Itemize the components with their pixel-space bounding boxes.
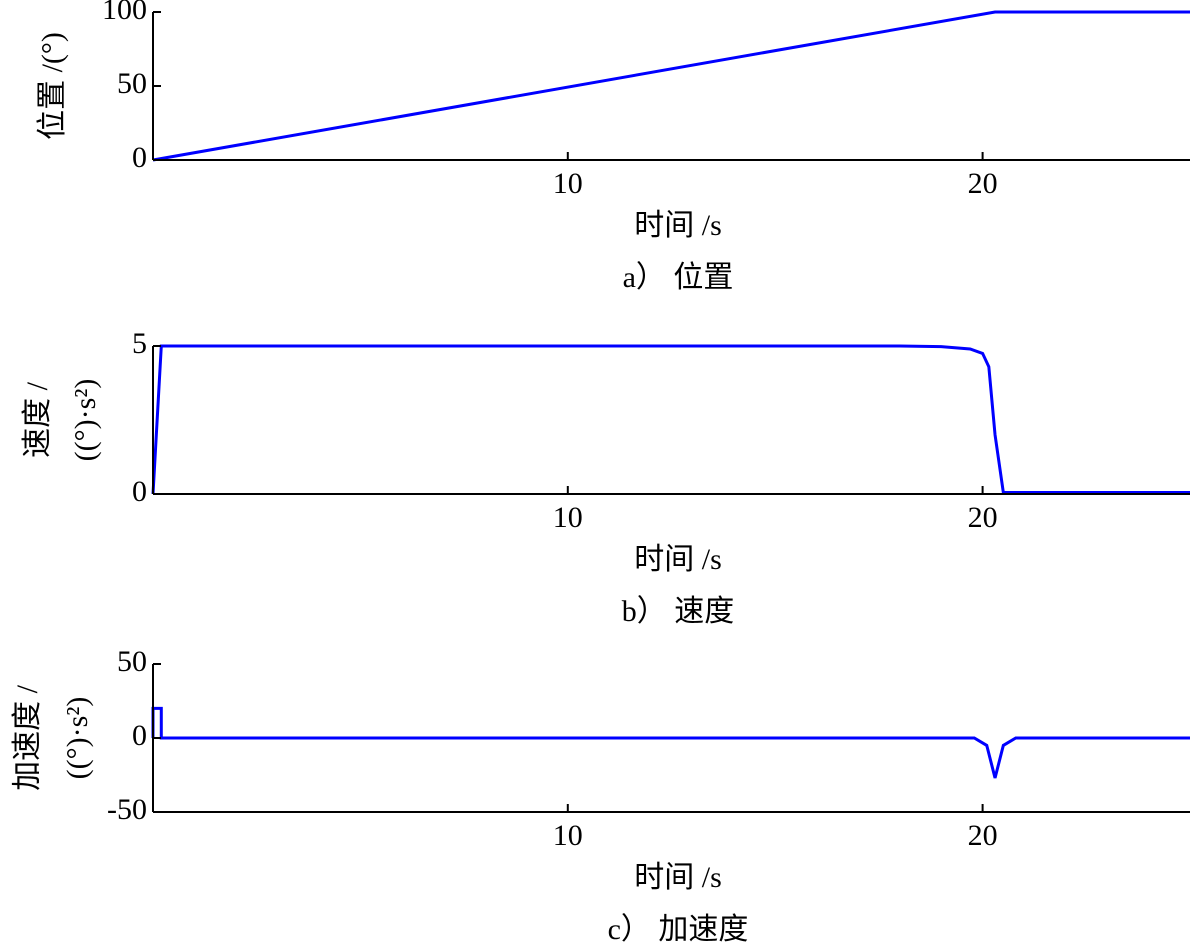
x-tick-label: 10 [553,167,583,200]
y-tick-label: 100 [102,0,147,26]
caption: a） 位置 [623,261,734,294]
data-line [152,10,1190,162]
caption: c） 加速度 [608,913,749,946]
y-tick-label: -50 [107,793,147,826]
y-axis-label: 位置 /(°) [36,32,69,140]
x-tick-label: 10 [553,501,583,534]
x-tick-label: 20 [968,501,998,534]
x-tick-label: 20 [968,819,998,852]
y-axis-label: ((°)·s²) [61,697,94,780]
x-tick-label: 20 [968,167,998,200]
y-tick-label: 5 [132,327,147,360]
x-tick-label: 10 [553,819,583,852]
y-tick-label: 0 [132,475,147,508]
data-line [151,344,1190,495]
y-axis-label: 速度 / [21,381,54,457]
x-axis-label: 时间 /s [634,209,722,242]
y-tick-label: 50 [117,67,147,100]
x-axis-label: 时间 /s [634,543,722,576]
x-axis-label: 时间 /s [634,861,722,894]
y-tick-label: 50 [117,645,147,678]
y-tick-label: 0 [132,141,147,174]
caption: b） 速度 [622,595,735,628]
y-axis-label: 加速度 / [11,684,44,790]
y-tick-label: 0 [132,719,147,752]
data-line [151,706,1190,779]
y-axis-label: ((°)·s²) [69,379,102,462]
